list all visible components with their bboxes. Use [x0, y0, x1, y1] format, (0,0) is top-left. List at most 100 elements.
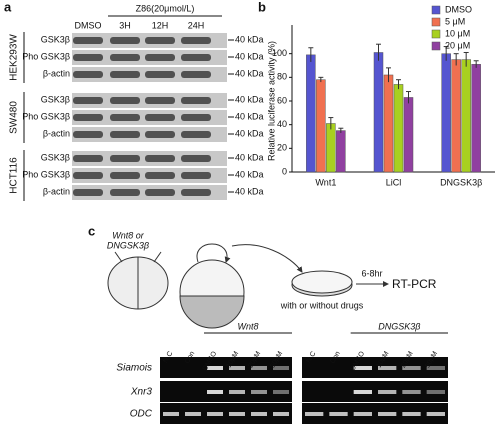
band: [73, 131, 103, 138]
bar: [471, 64, 481, 173]
band: [73, 172, 103, 179]
band: [145, 114, 175, 121]
gel-band: [426, 390, 445, 394]
error-bar: [443, 46, 449, 61]
band: [181, 37, 211, 44]
protein-label: β-actin: [43, 186, 70, 196]
gel-band: [329, 412, 348, 416]
schematic: [107, 243, 389, 329]
error-bar: [328, 117, 334, 130]
y-tick-label: 0: [282, 166, 287, 176]
marker-label: 40 kDa: [235, 169, 264, 179]
band: [73, 54, 103, 61]
treatment: Z86(20μmol/L): [136, 3, 195, 13]
duration: 6-8hr: [361, 268, 382, 278]
lane-label: 12H: [152, 20, 169, 30]
marker-label: 40 kDa: [235, 34, 264, 44]
error-bar: [473, 60, 479, 68]
gel-strip: [302, 357, 448, 378]
panel-label: b: [258, 0, 266, 14]
bar: [451, 59, 461, 173]
cell-line: HEK293W: [9, 34, 20, 81]
marker-label: 40 kDa: [235, 152, 264, 162]
legend-label: 10 μM: [445, 28, 470, 38]
gel-band: [353, 390, 372, 394]
band: [145, 189, 175, 196]
gene-label: Siamois: [116, 363, 152, 374]
bar: [441, 53, 451, 173]
injection: DNGSK3β: [107, 240, 149, 250]
marker-label: 40 kDa: [235, 111, 264, 121]
bar: [461, 59, 471, 173]
legend-swatch: [431, 5, 441, 15]
gel-band: [273, 412, 289, 416]
bar: [393, 84, 404, 173]
bar: [326, 123, 336, 173]
gene-label: Xnr3: [130, 387, 153, 398]
gel-band: [207, 412, 223, 416]
gel-strip: [160, 403, 292, 424]
band: [181, 97, 211, 104]
band: [110, 71, 140, 78]
lane-label: 3H: [119, 20, 131, 30]
band: [145, 37, 175, 44]
band: [110, 189, 140, 196]
marker-label: 40 kDa: [235, 94, 264, 104]
cell-line: SW480: [9, 101, 20, 134]
gel-band: [378, 390, 397, 394]
protein-label: Pho GSK3β: [22, 51, 70, 61]
marker-label: 40 kDa: [235, 68, 264, 78]
band: [181, 131, 211, 138]
marker-label: 40 kDa: [235, 186, 264, 196]
y-tick-label: 20: [277, 143, 287, 153]
x-tick-label: LiCl: [386, 177, 402, 187]
panel-label: a: [4, 0, 12, 14]
gel-band: [207, 366, 223, 370]
y-tick-label: 40: [277, 119, 287, 129]
band: [145, 155, 175, 162]
band: [73, 155, 103, 162]
band: [181, 71, 211, 78]
marker-label: 40 kDa: [235, 51, 264, 61]
bar: [336, 130, 346, 173]
protein-label: Pho GSK3β: [22, 111, 70, 121]
x-tick-label: DNGSK3β: [440, 177, 482, 187]
band: [181, 189, 211, 196]
band: [73, 114, 103, 121]
band: [73, 97, 103, 104]
gel-band: [402, 412, 421, 416]
group-label: DNGSK3β: [378, 321, 420, 331]
gel-band: [426, 366, 445, 370]
band: [181, 172, 211, 179]
x-tick-label: Wnt1: [315, 177, 336, 187]
gel-band: [229, 366, 245, 370]
injection: Wnt8 or: [112, 230, 145, 240]
group-label: Wnt8: [237, 321, 258, 331]
y-axis-label: Relative luciferase activity (%): [266, 41, 276, 161]
legend-label: 5 μM: [445, 16, 465, 26]
gel-band: [273, 390, 289, 394]
band: [110, 155, 140, 162]
bar: [383, 74, 394, 173]
gel-strip: [160, 357, 292, 378]
protein-label: GSK3β: [41, 94, 70, 104]
legend-swatch: [431, 17, 441, 27]
band: [73, 189, 103, 196]
gel-band: [273, 366, 289, 370]
gel-strip: [302, 403, 448, 424]
legend-label: 20 μM: [445, 40, 470, 50]
gel-band: [426, 412, 445, 416]
gel-strip: [160, 381, 292, 402]
error-bar: [386, 67, 391, 83]
gel-band: [251, 390, 267, 394]
error-bar: [338, 127, 344, 133]
band: [181, 114, 211, 121]
protein-label: GSK3β: [41, 152, 70, 162]
gel-band: [305, 412, 324, 416]
lane-label: 24H: [188, 20, 205, 30]
cell-line: HCT116: [9, 157, 20, 194]
error-bar: [453, 53, 459, 66]
treatment: with or without drugs: [280, 300, 364, 310]
error-bar: [318, 76, 324, 83]
band: [110, 172, 140, 179]
